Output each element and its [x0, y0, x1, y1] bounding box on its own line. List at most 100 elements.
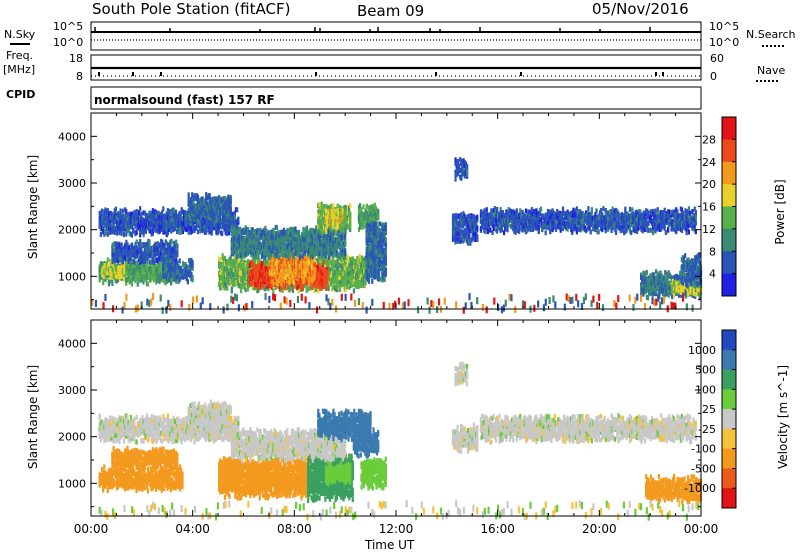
range-gate-cell — [264, 277, 268, 283]
range-gate-cell — [129, 222, 133, 228]
range-gate-cell — [229, 198, 232, 204]
range-gate-cell — [245, 267, 248, 273]
range-gate-cell — [345, 272, 349, 278]
range-gate-cell — [198, 198, 201, 204]
range-gate-cell — [140, 264, 143, 270]
range-gate-cell — [235, 254, 238, 260]
range-gate-cell — [244, 271, 247, 277]
range-gate-cell — [141, 229, 144, 235]
range-gate-cell — [283, 260, 286, 266]
range-gate-cell — [102, 280, 105, 286]
range-gate-cell — [155, 212, 158, 218]
range-gate-cell — [266, 241, 269, 247]
range-gate-cell — [315, 265, 318, 271]
range-gate-cell — [190, 257, 193, 263]
range-gate-cell — [200, 218, 203, 224]
range-gate-cell — [273, 245, 276, 251]
range-gate-cell — [167, 210, 171, 216]
range-gate-cell — [106, 217, 109, 223]
range-gate-cell — [191, 210, 194, 216]
range-gate-cell — [150, 246, 153, 252]
range-gate-cell — [195, 193, 198, 199]
range-gate-cell — [308, 257, 312, 263]
range-gate-cell — [208, 214, 211, 220]
range-gate-cell — [245, 270, 248, 276]
range-gate-cell — [298, 237, 302, 243]
range-gate-cell — [351, 268, 354, 274]
range-gate-cell — [179, 230, 182, 236]
range-gate-cell — [153, 259, 156, 265]
range-gate-cell — [261, 234, 265, 240]
range-gate-cell — [288, 231, 291, 237]
range-gate-cell — [237, 258, 240, 264]
range-gate-cell — [250, 272, 254, 278]
range-gate-cell — [169, 220, 172, 226]
range-gate-cell — [177, 213, 180, 219]
range-gate-cell — [273, 277, 276, 283]
range-gate-cell — [284, 264, 288, 270]
range-gate-cell — [252, 274, 255, 280]
range-gate-cell — [154, 209, 157, 215]
range-gate-cell — [314, 286, 318, 292]
nave-mark — [98, 72, 100, 76]
range-gate-cell — [300, 269, 304, 275]
range-gate-cell — [114, 229, 117, 235]
range-gate-cell — [200, 201, 203, 207]
range-gate-cell — [204, 226, 208, 232]
range-gate-cell — [209, 197, 212, 203]
range-gate-cell — [313, 288, 316, 294]
range-gate-cell — [172, 276, 175, 282]
range-gate-cell — [263, 275, 266, 281]
range-gate-cell — [98, 223, 101, 229]
range-gate-cell — [209, 228, 212, 234]
range-gate-cell — [217, 202, 221, 208]
range-gate-cell — [283, 240, 287, 246]
range-gate-cell — [292, 238, 295, 244]
range-gate-cell — [221, 272, 224, 278]
range-gate-cell — [165, 275, 168, 281]
range-gate-cell — [276, 262, 280, 268]
range-gate-cell — [233, 259, 236, 265]
range-gate-cell — [236, 244, 239, 250]
range-gate-cell — [233, 267, 236, 273]
range-gate-cell — [228, 230, 231, 236]
range-gate-cell — [210, 230, 213, 236]
range-gate-cell — [275, 224, 279, 230]
range-gate-cell — [323, 268, 327, 274]
range-gate-cell — [281, 238, 284, 244]
range-gate-cell — [287, 253, 290, 259]
range-gate-cell — [122, 248, 126, 254]
range-gate-cell — [110, 211, 113, 217]
nave-mark — [520, 72, 522, 76]
range-gate-cell — [252, 234, 255, 240]
range-gate-cell — [215, 198, 218, 204]
range-gate-cell — [246, 269, 250, 275]
range-gate-cell — [252, 260, 255, 266]
range-gate-cell — [235, 266, 238, 272]
range-gate-cell — [216, 226, 219, 232]
range-gate-cell — [297, 270, 300, 276]
range-gate-cell — [305, 280, 308, 286]
range-gate-cell — [237, 233, 240, 239]
range-gate-cell — [120, 273, 123, 279]
range-gate-cell — [301, 239, 304, 245]
range-gate-cell — [275, 239, 279, 245]
range-gate-cell — [163, 273, 166, 279]
range-gate-cell — [168, 272, 171, 278]
range-gate-cell — [291, 285, 294, 291]
range-gate-cell — [153, 263, 157, 269]
range-gate-cell — [336, 270, 339, 276]
range-gate-cell — [196, 218, 200, 224]
range-gate-cell — [277, 230, 280, 236]
range-gate-cell — [110, 268, 113, 274]
range-gate-cell — [205, 196, 208, 202]
range-gate-cell — [226, 203, 229, 209]
range-gate-cell — [142, 210, 145, 216]
range-gate-cell — [128, 249, 131, 255]
range-gate-cell — [119, 273, 122, 279]
range-gate-cell — [224, 283, 228, 289]
range-gate-cell — [129, 217, 133, 223]
range-gate-cell — [292, 235, 295, 241]
range-gate-cell — [221, 223, 224, 229]
range-gate-cell — [125, 209, 128, 215]
